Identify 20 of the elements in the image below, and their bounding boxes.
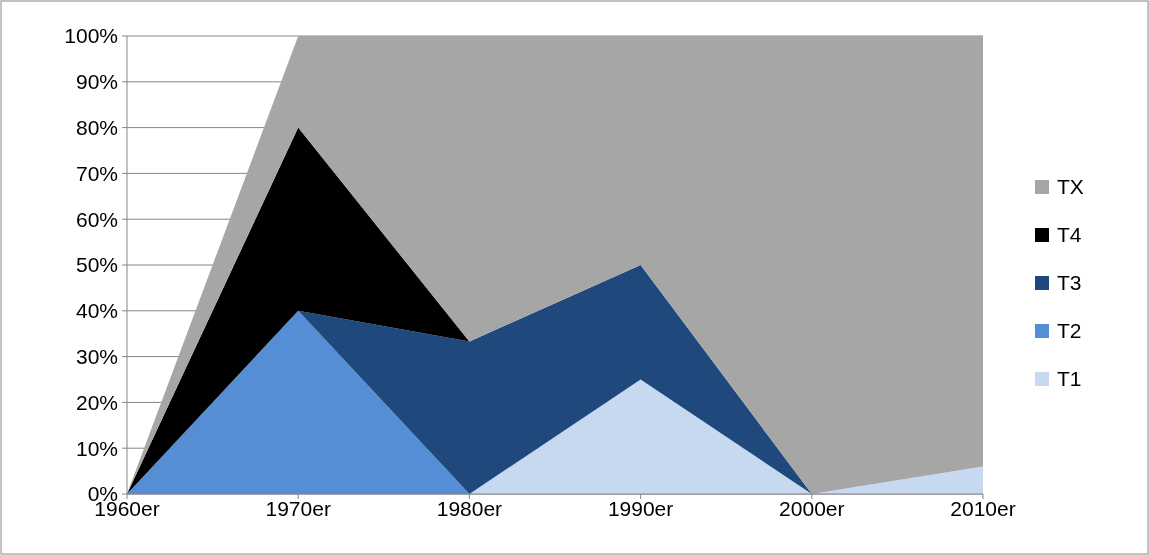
legend-label: TX — [1057, 175, 1084, 199]
y-tick-label: 80% — [75, 115, 118, 139]
x-tick-label: 2010er — [950, 497, 1016, 520]
x-tick-label: 1990er — [607, 497, 674, 520]
x-tick-label: 2000er — [779, 497, 845, 520]
y-tick-label: 30% — [75, 344, 118, 368]
y-tick-label: 70% — [75, 161, 118, 185]
y-tick-label: 50% — [75, 253, 118, 277]
y-tick-label: 90% — [75, 70, 118, 94]
y-tick-label: 20% — [75, 390, 118, 414]
y-tick-label: 60% — [75, 207, 118, 231]
legend-label: T4 — [1057, 223, 1082, 247]
legend-label: T1 — [1057, 367, 1082, 391]
y-tick-label: 40% — [75, 299, 118, 323]
legend-label: T2 — [1057, 319, 1082, 343]
y-tick-label: 10% — [75, 436, 118, 460]
x-tick-label: 1970er — [265, 497, 331, 520]
x-tick-label: 1980er — [436, 497, 503, 520]
y-tick-label: 100% — [64, 24, 118, 48]
legend-label: T3 — [1057, 271, 1082, 295]
